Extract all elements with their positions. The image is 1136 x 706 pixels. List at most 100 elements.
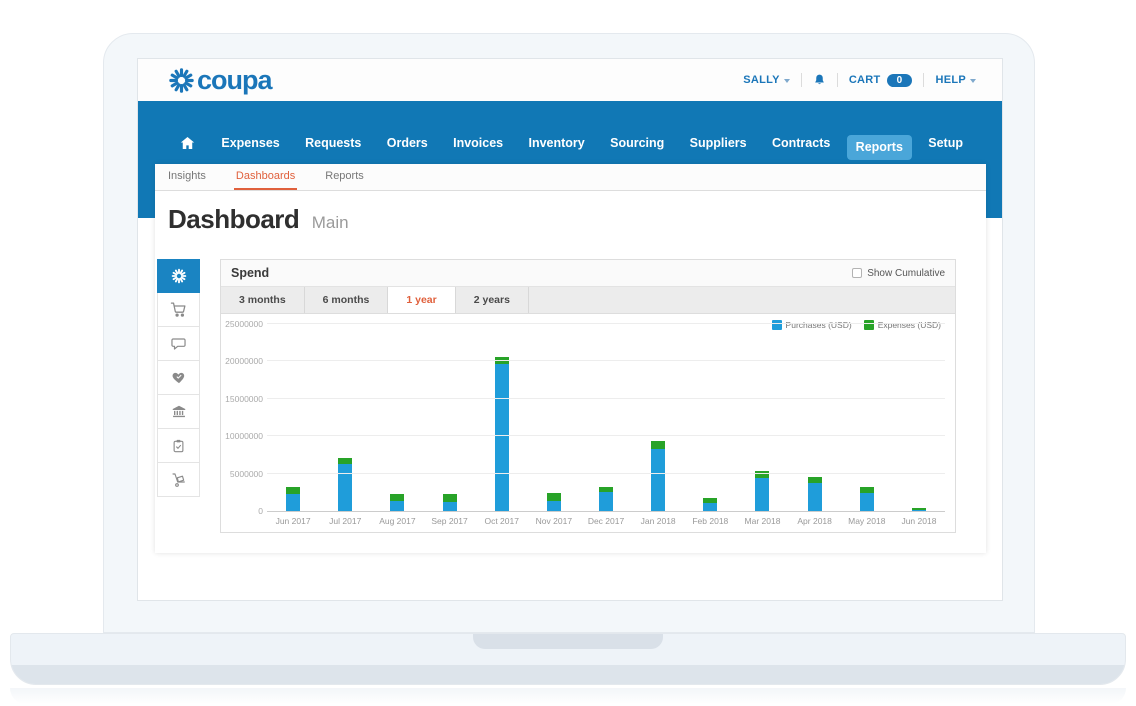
help-menu-label: HELP [935, 74, 966, 86]
stacked-bar-apr-2018[interactable] [807, 324, 822, 511]
nav-item-sourcing[interactable]: Sourcing [610, 135, 665, 150]
laptop-reflection [10, 688, 1126, 704]
x-axis-tick-label: Jun 2018 [901, 516, 937, 526]
rail-item-clipboard-check[interactable] [157, 429, 200, 463]
divider [923, 73, 925, 87]
chart-legend: Purchases (USD) Expenses (USD) [771, 320, 941, 330]
x-axis-tick-label: Feb 2018 [692, 516, 729, 526]
nav-item-reports[interactable]: Reports [846, 134, 912, 160]
page-subtitle: Main [311, 213, 349, 232]
purchases-usd--segment [911, 509, 926, 511]
bank-icon [171, 404, 187, 419]
nav-item-expenses[interactable]: Expenses [221, 135, 280, 150]
legend-item-purchases-usd-[interactable]: Purchases (USD) [771, 320, 852, 330]
subnav-item-dashboards[interactable]: Dashboards [233, 164, 298, 190]
show-cumulative-toggle[interactable]: Show Cumulative [852, 268, 945, 279]
help-menu[interactable]: HELP [935, 74, 976, 86]
user-menu-label: SALLY [743, 74, 780, 86]
x-axis-labels: Jun 2017 Jul 2017 Aug 2017 Sep 2017 Oct 2017… [267, 512, 945, 526]
chevron-down-icon [783, 78, 790, 83]
screen: coupa SALLY CART 0 HELP [137, 58, 1003, 601]
range-tab-1-year[interactable]: 1 year [388, 287, 456, 313]
nav-item-setup[interactable]: Setup [928, 135, 963, 150]
expenses-usd--segment [338, 457, 353, 464]
x-axis-tick-label: Jun 2017 [275, 516, 311, 526]
nav-item-contracts[interactable]: Contracts [771, 135, 831, 150]
purchases-usd--segment [286, 493, 301, 511]
rail-item-speech-bubble[interactable] [157, 327, 200, 361]
coupa-sunburst-icon [168, 67, 195, 94]
page-title: Dashboard [168, 204, 300, 234]
stacked-bar-jul-2017[interactable] [338, 324, 353, 511]
home-icon [179, 135, 196, 151]
coupa-logo[interactable]: coupa [168, 64, 273, 95]
expenses-usd--segment [286, 487, 301, 494]
app-header: coupa SALLY CART 0 HELP [138, 59, 1002, 101]
sunburst-icon [168, 67, 195, 94]
nav-item-home[interactable] [170, 121, 205, 164]
x-axis-tick-label: Sep 2017 [431, 516, 468, 526]
rail-item-heart[interactable] [157, 361, 200, 395]
nav-item-requests[interactable]: Requests [305, 135, 362, 150]
rail-item-sunburst[interactable] [157, 259, 200, 293]
clipboard-check-icon [171, 438, 186, 454]
rail-item-bank[interactable] [157, 395, 200, 429]
stacked-bar-oct-2017[interactable] [494, 324, 509, 511]
rail-item-cart[interactable] [157, 293, 200, 327]
purchases-usd--segment [546, 500, 561, 511]
stacked-bar-jun-2017[interactable] [286, 324, 301, 511]
show-cumulative-label: Show Cumulative [867, 267, 945, 279]
expenses-usd--segment [703, 497, 718, 504]
stacked-bar-may-2018[interactable] [859, 324, 874, 511]
x-axis-tick-label: Dec 2017 [587, 516, 625, 526]
purchases-usd--segment [703, 503, 718, 511]
expenses-usd--segment [599, 487, 614, 492]
title-block: Dashboard Main [155, 191, 986, 251]
expenses-usd--segment [546, 493, 561, 501]
sunburst-icon [171, 268, 187, 284]
stacked-bar-jun-2018[interactable] [911, 324, 926, 511]
y-axis-tick-label: 0 [258, 506, 263, 516]
notifications-button[interactable] [813, 73, 826, 87]
purchases-usd--segment [338, 463, 353, 511]
range-tab-2-years[interactable]: 2 years [456, 287, 529, 313]
x-axis-tick-label: Apr 2018 [797, 516, 832, 526]
bar-column [267, 324, 319, 511]
cart-icon [170, 301, 187, 318]
hand-truck-icon [171, 472, 187, 488]
y-axis-tick-label: 10000000 [225, 431, 263, 442]
bar-column [893, 324, 945, 511]
y-axis-tick-label: 25000000 [225, 319, 263, 329]
legend-item-expenses-usd-[interactable]: Expenses (USD) [863, 320, 941, 330]
stacked-bar-sep-2017[interactable] [442, 324, 457, 511]
cart-button[interactable]: CART 0 [849, 73, 913, 87]
stacked-bar-jan-2018[interactable] [651, 324, 666, 511]
stacked-bar-feb-2018[interactable] [703, 324, 718, 511]
bar-column [736, 324, 788, 511]
spend-panel: Spend Show Cumulative 3 months 6 months 1 … [220, 259, 956, 533]
show-cumulative-checkbox[interactable] [852, 268, 863, 278]
stacked-bar-aug-2017[interactable] [390, 324, 405, 511]
nav-item-orders[interactable]: Orders [386, 135, 428, 150]
range-tab-6-months[interactable]: 6 months [305, 287, 389, 313]
gridline [267, 472, 945, 474]
subnav-item-reports[interactable]: Reports [325, 170, 364, 182]
expenses-usd--segment [807, 476, 822, 483]
stacked-bar-mar-2018[interactable] [755, 324, 770, 511]
user-menu[interactable]: SALLY [743, 74, 790, 86]
range-tab-3-months[interactable]: 3 months [221, 287, 305, 313]
logo-text: coupa [197, 64, 273, 95]
nav-item-inventory[interactable]: Inventory [528, 135, 585, 150]
dashboard-side-rail [157, 259, 200, 497]
x-axis-tick-label: Nov 2017 [535, 516, 573, 526]
legend-label: Purchases (USD) [785, 320, 852, 330]
stacked-bar-nov-2017[interactable] [546, 324, 561, 511]
stacked-bar-dec-2017[interactable] [599, 324, 614, 511]
rail-item-hand-truck[interactable] [157, 463, 200, 497]
spend-chart: Purchases (USD) Expenses (USD) 0 5000000 10… [221, 314, 955, 532]
nav-item-suppliers[interactable]: Suppliers [689, 135, 747, 150]
legend-swatch [771, 320, 782, 330]
nav-item-invoices[interactable]: Invoices [453, 135, 504, 150]
bar-column [423, 324, 475, 511]
subnav-item-insights[interactable]: Insights [168, 170, 206, 182]
